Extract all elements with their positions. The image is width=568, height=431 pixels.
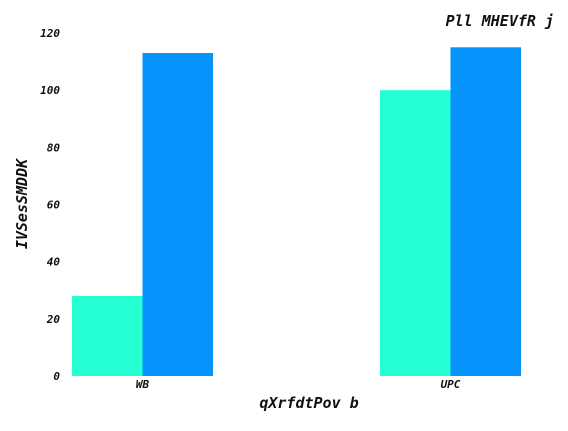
bar-wb-series-1 bbox=[72, 295, 143, 376]
y-tick-label: 0 bbox=[53, 370, 60, 383]
y-tick-label: 120 bbox=[40, 27, 60, 40]
y-tick-label: 20 bbox=[46, 313, 61, 326]
y-tick-label: 40 bbox=[47, 256, 61, 269]
y-tick-label: 60 bbox=[47, 199, 61, 212]
bars-layer bbox=[72, 47, 521, 377]
x-tick-label: UPC bbox=[441, 378, 461, 391]
x-tick-label: WB bbox=[136, 378, 150, 391]
y-tick-label: 100 bbox=[40, 84, 60, 97]
bar-wb-series-2 bbox=[142, 53, 213, 377]
bar-upc-series-1 bbox=[380, 90, 451, 377]
y-axis-title: IVSesSMDDK bbox=[13, 157, 31, 249]
chart-title: Pll MHEVfR j bbox=[446, 12, 554, 30]
y-tick-label: 80 bbox=[47, 141, 61, 154]
bar-upc-series-2 bbox=[450, 47, 521, 377]
x-axis-title: qXrfdtPov b bbox=[259, 394, 358, 412]
ticks-layer: WB UPC 0 20 40 60 80 100 120 bbox=[40, 27, 461, 391]
